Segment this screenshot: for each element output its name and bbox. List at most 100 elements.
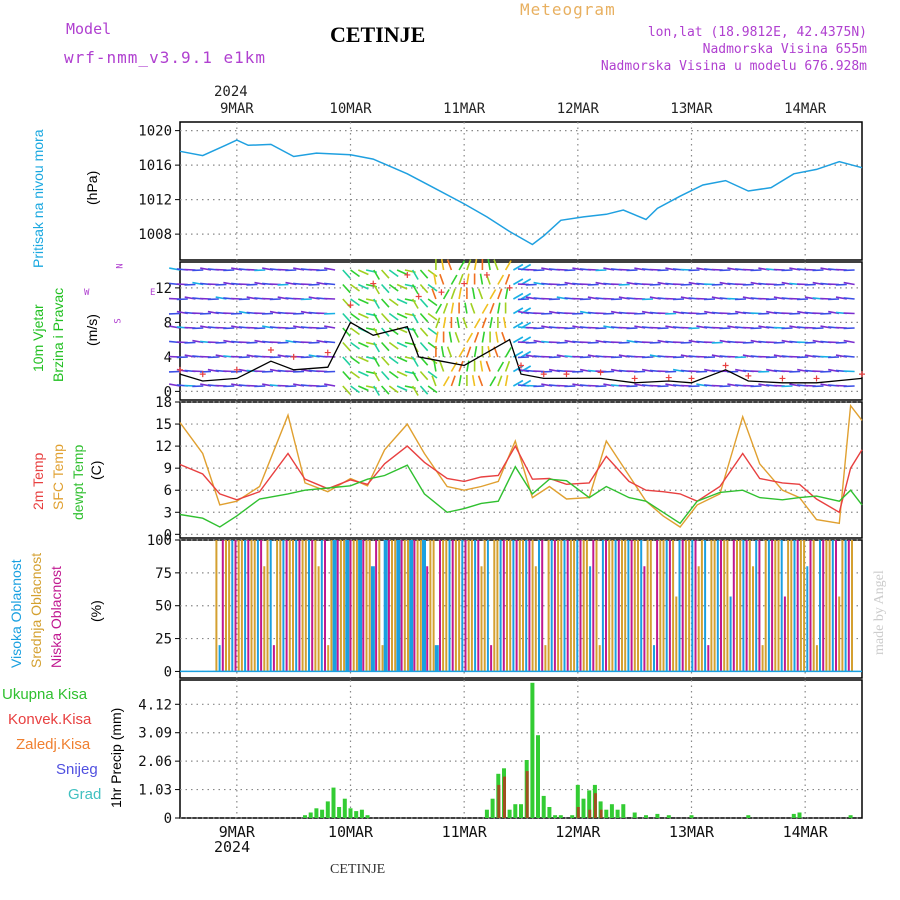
wind-barb xyxy=(479,273,484,285)
wind-barb xyxy=(411,284,419,295)
coords-text: lon,lat (18.9812E, 42.4375N) xyxy=(647,25,867,40)
wind-barb xyxy=(504,260,512,271)
compass-e: E xyxy=(150,288,156,298)
compass-n: N xyxy=(115,263,126,269)
wind-gust-mark xyxy=(722,362,729,369)
wind-barb xyxy=(411,385,419,396)
wind-barb xyxy=(373,298,380,309)
pressure-label: Pritisak na nivou mora xyxy=(30,129,46,268)
wind-barb xyxy=(448,331,453,343)
wind-barb xyxy=(458,260,466,271)
compass-w: W xyxy=(84,288,90,298)
wind-barb xyxy=(373,356,380,367)
wind-barb xyxy=(381,283,390,294)
wind-barb xyxy=(324,340,336,344)
precip-conv-bar xyxy=(588,809,592,818)
wind-barb xyxy=(381,385,390,395)
y-tick-label-1-1: 4 xyxy=(164,350,172,366)
wind-barb xyxy=(396,356,408,363)
wind-barb xyxy=(381,370,390,381)
wind-barb xyxy=(497,361,505,372)
cloud-label-mid: Srednja Oblacnost xyxy=(28,552,44,668)
year-bottom: 2024 xyxy=(214,838,251,856)
y-tick-label-3-4: 100 xyxy=(147,533,172,549)
wind-barb xyxy=(381,356,390,366)
wind-barb xyxy=(442,317,447,329)
y-tick-label-4-3: 3.09 xyxy=(138,726,172,742)
wind-speed-line xyxy=(179,321,863,384)
precip-total-bar xyxy=(365,815,370,818)
y-tick-label-2-2: 6 xyxy=(164,483,172,499)
wind-barb xyxy=(462,317,468,329)
chart-panels: 9MAR 9MAR 10MAR 10MAR 11MAR 11MAR 12MAR 12MAR 13… xyxy=(138,101,865,841)
wind-barb xyxy=(843,297,855,300)
precip-total-bar xyxy=(621,804,626,818)
wind-barb xyxy=(342,385,351,395)
wind-barb xyxy=(350,341,360,350)
wind-barb xyxy=(504,360,511,372)
x-tick-top-4: 13MAR xyxy=(670,101,713,117)
precip-total-bar xyxy=(570,815,575,818)
precip-total-bar xyxy=(303,815,307,818)
precip-total-bar xyxy=(331,787,336,818)
y-tick-label-1-3: 12 xyxy=(155,281,172,297)
precip-total-bar xyxy=(337,807,342,818)
wind-barb xyxy=(350,312,360,321)
wind-barb xyxy=(481,331,486,343)
pressure-unit: (hPa) xyxy=(84,170,100,205)
wind-gust-mark xyxy=(597,369,604,376)
wind-barb xyxy=(471,375,476,387)
precip-conv-bar xyxy=(503,776,506,818)
wind-barb xyxy=(427,385,438,394)
wind-barb xyxy=(324,282,336,286)
wind-barb xyxy=(419,312,429,323)
precip-total-bar xyxy=(348,808,353,818)
wind-barb xyxy=(473,318,481,329)
wind-barb xyxy=(427,312,438,321)
temp-label-dew: dewpt Temp xyxy=(70,444,86,520)
wind-barb xyxy=(473,346,478,358)
precip-total-bar xyxy=(655,813,660,818)
precip-total-bar xyxy=(848,815,853,818)
pressure-line xyxy=(179,139,863,246)
wind-barb xyxy=(373,284,380,295)
precip-total-bar xyxy=(553,815,558,818)
precip-total-bar xyxy=(342,798,347,818)
wind-barb xyxy=(489,289,497,300)
wind-barb xyxy=(357,269,369,276)
wind-label-1: 10m Vjetar xyxy=(30,304,46,372)
year-top: 2024 xyxy=(214,84,248,100)
wind-barb xyxy=(442,289,450,300)
precip-total-bar xyxy=(615,809,620,818)
x-tick-bottom-2: 11MAR xyxy=(442,823,488,841)
wind-barb xyxy=(446,259,453,271)
x-tick-bottom-3: 12MAR xyxy=(555,823,601,841)
wind-barb xyxy=(450,274,458,285)
wind-barb xyxy=(442,302,449,314)
precip-total-bar xyxy=(587,790,592,818)
wind-barb xyxy=(435,331,439,343)
wind-barb xyxy=(373,269,380,280)
wind-barb xyxy=(473,331,480,343)
wind-barb xyxy=(419,370,429,381)
wind-label-2: Brzina i Pravac xyxy=(50,287,66,382)
wind-barb xyxy=(493,259,499,271)
precip-total-bar xyxy=(354,811,359,818)
wind-gust-mark xyxy=(438,289,445,296)
wind-barb xyxy=(446,346,453,358)
temp-dew-line xyxy=(179,464,863,528)
wind-barb xyxy=(357,385,369,392)
wind-barb xyxy=(481,317,487,329)
wind-barb xyxy=(350,283,360,292)
wind-barb xyxy=(435,303,443,314)
precip-conv-bar xyxy=(497,784,501,818)
wind-gust-mark xyxy=(177,366,183,373)
elevation-text: Nadmorska Visina 655m xyxy=(702,42,867,57)
precip-total-bar xyxy=(547,807,552,818)
wind-barb xyxy=(450,302,455,314)
precip-total-bar xyxy=(325,801,330,818)
wind-barb xyxy=(324,325,336,329)
wind-barb xyxy=(466,332,474,343)
temp-sfc-line xyxy=(179,403,863,528)
y-tick-label-2-4: 12 xyxy=(155,439,172,455)
